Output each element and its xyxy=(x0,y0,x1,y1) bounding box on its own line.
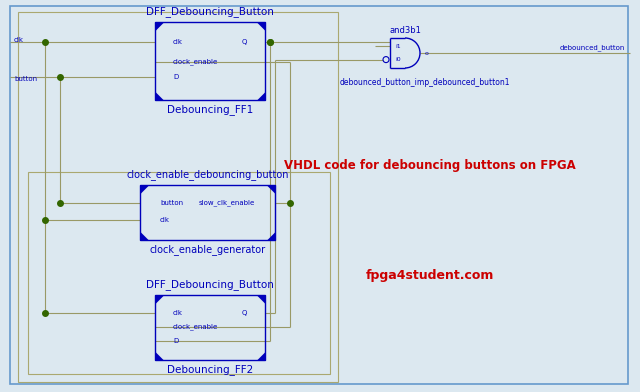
Polygon shape xyxy=(155,22,163,30)
Bar xyxy=(155,295,265,360)
Text: debounced_button: debounced_button xyxy=(559,45,625,51)
Text: button: button xyxy=(160,200,183,206)
Text: button: button xyxy=(14,76,37,82)
Bar xyxy=(155,22,265,100)
Polygon shape xyxy=(155,295,163,303)
Text: D: D xyxy=(173,74,179,80)
Text: Debouncing_FF1: Debouncing_FF1 xyxy=(167,105,253,116)
Polygon shape xyxy=(257,352,265,360)
Text: i0: i0 xyxy=(395,57,401,62)
Text: Debouncing_FF2: Debouncing_FF2 xyxy=(167,365,253,376)
Text: DFF_Debouncing_Button: DFF_Debouncing_Button xyxy=(146,7,274,18)
Text: slow_clk_enable: slow_clk_enable xyxy=(199,200,255,206)
Bar xyxy=(18,12,338,382)
Text: Q: Q xyxy=(242,310,247,316)
Polygon shape xyxy=(155,92,163,100)
Text: o: o xyxy=(425,51,429,56)
Polygon shape xyxy=(257,92,265,100)
Polygon shape xyxy=(267,185,275,193)
Polygon shape xyxy=(257,295,265,303)
Bar xyxy=(28,172,330,374)
Text: clock_enable_debouncing_button: clock_enable_debouncing_button xyxy=(126,170,289,180)
Bar xyxy=(140,185,275,240)
Text: fpga4student.com: fpga4student.com xyxy=(366,269,494,281)
Text: clk: clk xyxy=(160,217,170,223)
Text: clk: clk xyxy=(173,310,183,316)
Text: debounced_button_imp_debounced_button1: debounced_button_imp_debounced_button1 xyxy=(340,78,510,87)
Text: clk: clk xyxy=(14,37,24,43)
Text: and3b1: and3b1 xyxy=(389,25,421,34)
Text: clk: clk xyxy=(173,39,183,45)
Text: D: D xyxy=(173,338,179,344)
Polygon shape xyxy=(155,352,163,360)
Polygon shape xyxy=(267,232,275,240)
Text: clock_enable: clock_enable xyxy=(173,324,218,330)
Text: clock_enable_generator: clock_enable_generator xyxy=(149,245,266,256)
Text: Q: Q xyxy=(242,39,247,45)
Polygon shape xyxy=(140,232,148,240)
Polygon shape xyxy=(140,185,148,193)
Text: DFF_Debouncing_Button: DFF_Debouncing_Button xyxy=(146,279,274,290)
Text: clock_enable: clock_enable xyxy=(173,59,218,65)
Text: i1: i1 xyxy=(395,44,401,49)
Polygon shape xyxy=(257,22,265,30)
Text: VHDL code for debouncing buttons on FPGA: VHDL code for debouncing buttons on FPGA xyxy=(284,158,576,172)
